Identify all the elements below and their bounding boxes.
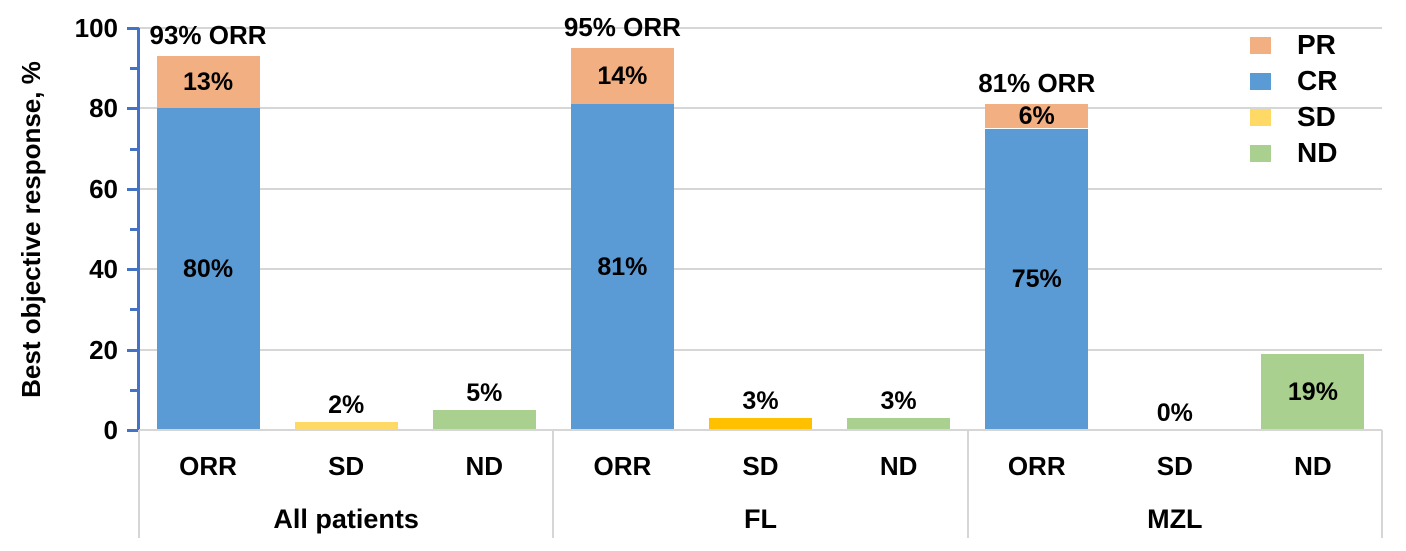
y-axis-line	[137, 28, 140, 431]
legend-label: ND	[1297, 137, 1338, 168]
orr-annotation: 93% ORR	[149, 20, 267, 51]
category-label: ND	[465, 451, 504, 481]
group-label: MZL	[1147, 504, 1203, 534]
bar-segment-sd	[294, 421, 398, 430]
legend-item: PR	[1250, 27, 1337, 63]
category-label: ND	[879, 451, 918, 481]
legend-swatch-cr	[1250, 72, 1271, 90]
bar-segment-cr: 75%	[985, 128, 1089, 430]
y-axis-tick-label: 80	[89, 93, 118, 124]
legend-swatch-nd	[1250, 144, 1271, 162]
bar-segment-sd	[709, 417, 812, 430]
data-label: 81%	[597, 253, 648, 282]
data-label: 80%	[183, 255, 234, 284]
data-label: 2%	[328, 390, 365, 419]
group-label: All patients	[273, 504, 419, 534]
y-axis-major-tick	[127, 429, 139, 432]
y-axis-tick-label: 0	[103, 415, 118, 445]
group-label: FL	[743, 504, 777, 534]
category-separator	[138, 430, 140, 538]
legend-item: CR	[1250, 63, 1337, 99]
data-label: 6%	[1018, 102, 1055, 131]
y-axis-major-tick	[127, 187, 139, 191]
y-axis-major-tick	[127, 268, 139, 272]
bar-segment-nd: 19%	[1261, 353, 1365, 430]
data-label: 19%	[1287, 377, 1338, 406]
category-label: ORR	[593, 451, 652, 481]
y-axis-minor-tick	[130, 147, 139, 151]
y-axis-tick-label: 40	[89, 254, 118, 285]
data-label: 13%	[183, 68, 234, 97]
gridline	[139, 27, 1382, 29]
legend-item: SD	[1250, 99, 1337, 135]
gridline	[139, 187, 1382, 190]
y-axis-minor-tick	[130, 388, 139, 392]
y-axis-major-tick	[127, 348, 139, 352]
legend-label: SD	[1297, 101, 1336, 132]
y-axis-tick-label: 60	[89, 173, 118, 204]
legend-label: PR	[1297, 29, 1336, 60]
y-axis-minor-tick	[130, 228, 139, 231]
orr-annotation: 81% ORR	[978, 68, 1096, 99]
gridline	[139, 107, 1382, 110]
bar-segment-pr: 13%	[156, 56, 260, 109]
bar-segment-nd	[847, 417, 951, 430]
category-label: ORR	[1007, 451, 1066, 481]
data-label: 75%	[1011, 265, 1062, 294]
legend: PR CR SD ND	[1250, 27, 1337, 171]
y-axis-minor-tick	[130, 308, 139, 312]
data-label: 14%	[597, 62, 648, 91]
category-label: ND	[1294, 451, 1332, 481]
legend-swatch-sd	[1250, 108, 1271, 126]
y-axis-tick-label: 100	[74, 13, 118, 43]
y-axis-major-tick	[127, 27, 139, 30]
bar-segment-cr: 80%	[156, 108, 260, 430]
legend-swatch-pr	[1250, 36, 1271, 54]
gridline	[139, 348, 1382, 351]
y-axis-major-tick	[127, 107, 139, 111]
legend-item: ND	[1250, 135, 1337, 171]
data-label: 3%	[742, 386, 779, 415]
category-label: SD	[742, 451, 779, 481]
x-axis-line	[139, 429, 1382, 431]
y-axis-minor-tick	[130, 67, 139, 71]
category-separator	[1381, 430, 1383, 538]
data-label: 3%	[880, 386, 917, 415]
category-separator	[552, 430, 555, 538]
orr-annotation: 95% ORR	[563, 12, 681, 43]
legend-label: CR	[1297, 65, 1338, 96]
category-separator	[966, 430, 969, 538]
gridline	[139, 268, 1382, 271]
category-label: SD	[1156, 451, 1193, 481]
bar-segment-cr: 81%	[570, 104, 674, 430]
bar-segment-pr: 6%	[985, 102, 1089, 131]
data-label: 5%	[466, 378, 503, 407]
category-label: SD	[328, 451, 365, 481]
bar-segment-nd	[432, 409, 536, 430]
category-label: ORR	[179, 451, 237, 481]
y-axis-tick-label: 20	[89, 334, 118, 365]
data-label: 0%	[1156, 399, 1193, 427]
bar-segment-pr: 14%	[570, 48, 674, 105]
